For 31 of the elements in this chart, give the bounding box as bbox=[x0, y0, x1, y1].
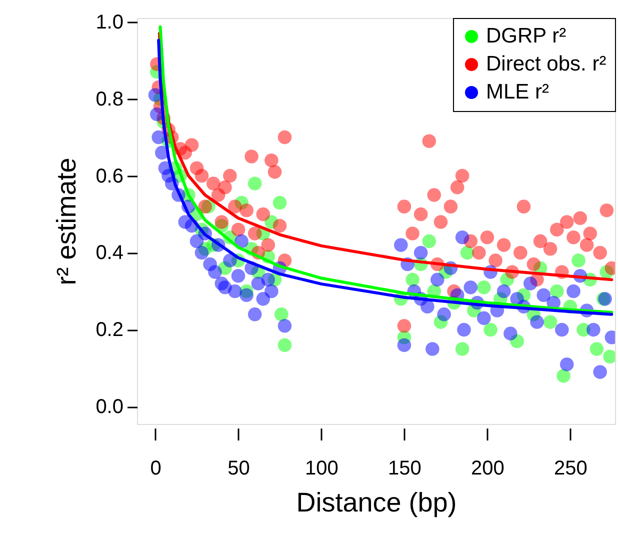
point bbox=[572, 254, 586, 268]
legend-label: DGRP r² bbox=[486, 24, 566, 48]
legend-label: MLE r² bbox=[486, 80, 550, 104]
x-tick-label: 150 bbox=[388, 458, 422, 480]
point bbox=[248, 176, 262, 190]
y-axis-title: r² estimate bbox=[52, 158, 82, 286]
x-tick-label: 50 bbox=[228, 458, 250, 480]
point bbox=[278, 338, 292, 352]
x-axis-title: Distance (bp) bbox=[296, 488, 457, 518]
point bbox=[406, 272, 420, 287]
point bbox=[274, 307, 288, 322]
point bbox=[590, 342, 604, 356]
y-tick-label: 1.0 bbox=[96, 11, 124, 34]
point bbox=[556, 369, 570, 383]
x-tick-label: 250 bbox=[554, 458, 588, 480]
point bbox=[455, 342, 470, 356]
point bbox=[543, 315, 558, 329]
point bbox=[272, 196, 287, 210]
x-tick-label: 0 bbox=[150, 458, 162, 480]
point bbox=[550, 284, 564, 298]
point bbox=[484, 322, 498, 337]
point bbox=[476, 280, 491, 294]
y-tick-label: 0.2 bbox=[96, 319, 124, 342]
y-tick-label: 0.0 bbox=[96, 396, 124, 418]
y-tick-label: 0.4 bbox=[96, 242, 124, 264]
y-tick-label: 0.6 bbox=[96, 165, 124, 188]
y-tick-label: 0.8 bbox=[96, 88, 124, 110]
point bbox=[422, 234, 436, 248]
x-tick-label: 100 bbox=[305, 458, 338, 480]
legend-label: Direct obs. r² bbox=[486, 52, 606, 76]
x-tick-label: 200 bbox=[471, 458, 504, 480]
